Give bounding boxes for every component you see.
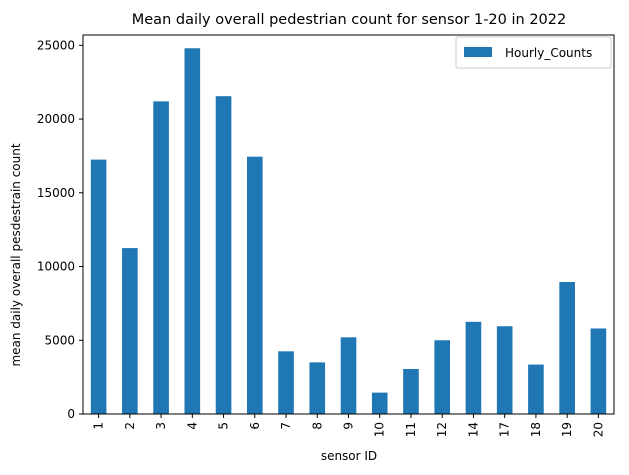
- bar-sensor-3: [153, 101, 169, 415]
- x-tick-label: 19: [560, 422, 574, 437]
- bar-sensor-6: [246, 156, 263, 414]
- legend-swatch: [464, 47, 492, 57]
- bar-sensor-20: [590, 328, 607, 414]
- x-tick-label: 17: [498, 422, 512, 437]
- x-tick-label: 1: [92, 422, 106, 430]
- bar-sensor-7: [278, 351, 294, 414]
- bar-sensor-2: [122, 248, 138, 414]
- y-tick-label: 10000: [37, 260, 75, 274]
- legend-box: [455, 36, 612, 69]
- x-tick-label: 10: [373, 422, 387, 437]
- y-tick-label: 20000: [37, 112, 75, 126]
- y-tick-label: 15000: [37, 186, 75, 200]
- bar-sensor-1: [90, 159, 107, 414]
- x-tick-label: 14: [466, 422, 480, 437]
- x-tick-label: 12: [435, 422, 449, 437]
- y-tick-label: 5000: [44, 333, 75, 347]
- bar-sensor-12: [434, 340, 451, 414]
- bar-sensor-5: [215, 96, 232, 414]
- x-tick-label: 11: [404, 422, 418, 437]
- x-tick-label: 9: [342, 422, 356, 430]
- chart-title: Mean daily overall pedestrian count for …: [132, 12, 566, 28]
- x-tick-label: 4: [185, 422, 199, 430]
- bar-sensor-18: [528, 364, 544, 414]
- x-tick-label: 20: [591, 422, 605, 437]
- bar-sensor-11: [403, 369, 419, 414]
- x-tick-label: 2: [123, 422, 137, 430]
- x-tick-label: 5: [217, 422, 231, 430]
- x-tick-label: 3: [154, 422, 168, 430]
- plot-frame: [82, 34, 615, 415]
- bar-sensor-8: [309, 362, 326, 414]
- x-axis-label: sensor ID: [321, 449, 377, 463]
- x-tick-label: 18: [529, 422, 543, 437]
- x-axis-ticks: 1 2 3 4 5 6 7 8 9 10 11 12 14 17 18 19 20: [92, 414, 605, 437]
- legend: Hourly_Counts: [455, 36, 612, 69]
- bar-sensor-14: [465, 321, 482, 414]
- y-axis-ticks: 0 5000 10000 15000 20000 25000: [37, 38, 83, 421]
- y-axis-label: mean daily overall pesdestrain count: [9, 143, 23, 366]
- bars-layer: [90, 48, 607, 415]
- x-tick-label: 8: [310, 422, 324, 430]
- x-tick-label: 7: [279, 422, 293, 430]
- bar-sensor-19: [559, 282, 575, 414]
- legend-label: Hourly_Counts: [505, 46, 592, 60]
- x-tick-label: 6: [248, 422, 262, 430]
- bar-sensor-9: [340, 337, 357, 414]
- bar-sensor-17: [496, 326, 513, 414]
- y-tick-label: 0: [67, 407, 75, 421]
- bar-sensor-4: [184, 48, 201, 415]
- y-tick-label: 25000: [37, 38, 75, 52]
- bar-sensor-10: [371, 392, 388, 414]
